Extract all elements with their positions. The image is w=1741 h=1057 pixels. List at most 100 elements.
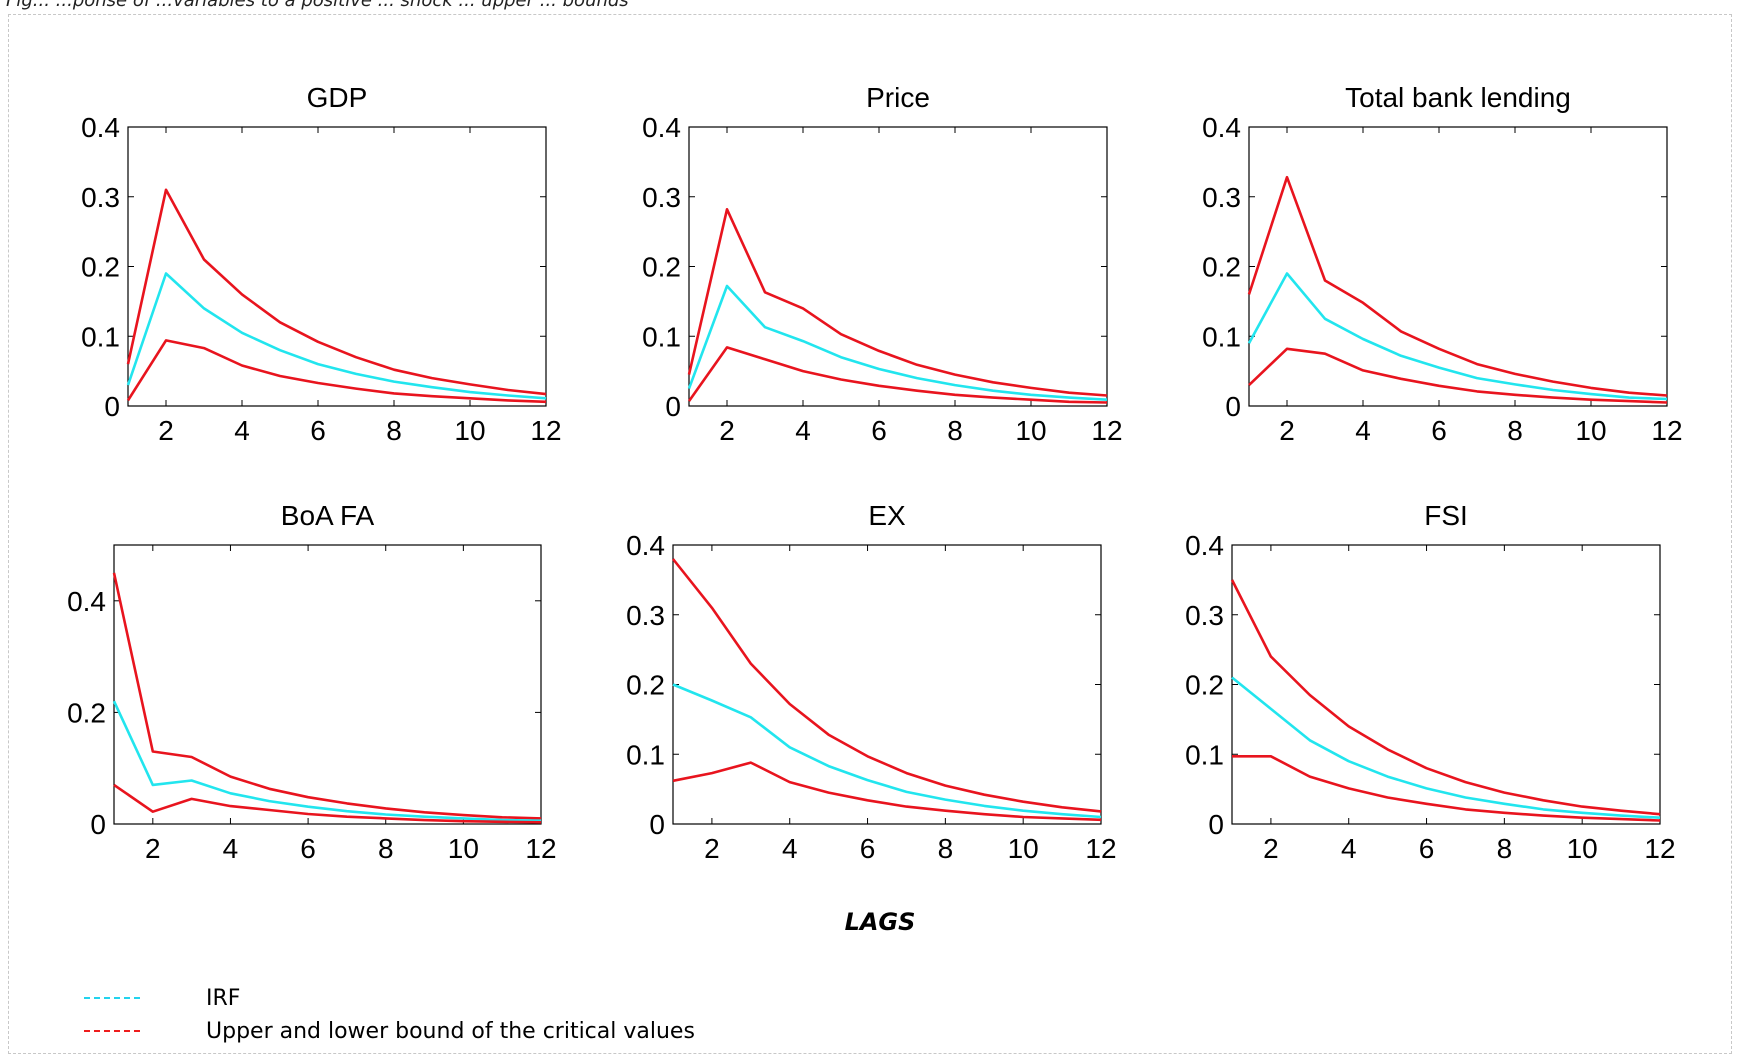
chart-5-xtick-label: 12 (1085, 833, 1116, 864)
chart-6-series-irf (1231, 676, 1661, 819)
chart-2-xtick-label: 4 (795, 415, 811, 446)
chart-6-series-upper (1230, 579, 1661, 816)
chart-2-ytick-label: 0.3 (642, 182, 681, 213)
chart-1-ytick-label: 0.2 (81, 252, 120, 283)
chart-1-xtick-label: 6 (310, 415, 326, 446)
chart-5-title: EX (868, 500, 906, 531)
chart-2-title: Price (866, 82, 930, 113)
chart-6-xtick-label: 2 (1263, 833, 1279, 864)
figure-frame (8, 14, 1732, 1054)
chart-2-xtick-label: 12 (1091, 415, 1122, 446)
chart-2-plot-area (688, 126, 1108, 407)
chart-6-ytick-label: 0 (1208, 809, 1224, 840)
figure-caption: Fig... ...ponse of ...variables to a pos… (6, 0, 629, 11)
chart-3-series-lower (1248, 347, 1668, 404)
legend-swatch-irf (84, 997, 140, 999)
chart-3-plot-area (1248, 126, 1668, 407)
chart-3-series-irf (1247, 272, 1668, 401)
chart-1-series-irf (126, 272, 547, 400)
chart-4-xtick-label: 2 (145, 833, 161, 864)
chart-2-series-irf (687, 284, 1108, 401)
chart-6-series-lower (1232, 754, 1661, 822)
chart-6-xtick-label: 10 (1567, 833, 1598, 864)
chart-5-xtick-label: 6 (860, 833, 876, 864)
chart-3-xtick-label: 12 (1651, 415, 1682, 446)
chart-3-ytick-label: 0.1 (1202, 321, 1241, 352)
chart-4-plot-area (113, 544, 542, 825)
chart-5-series-upper (671, 558, 1102, 813)
chart-5-ytick-label: 0.1 (626, 739, 665, 770)
chart-1-ytick-label: 0.4 (81, 112, 120, 143)
chart-4-ytick-label: 0 (90, 809, 106, 840)
chart-5-ytick-label: 0.2 (626, 670, 665, 701)
chart-1-series-upper (126, 188, 547, 396)
chart-1-xtick-label: 12 (530, 415, 561, 446)
chart-6-xtick-label: 12 (1644, 833, 1675, 864)
chart-4-xtick-label: 4 (223, 833, 239, 864)
chart-2-xtick-label: 10 (1015, 415, 1046, 446)
chart-6-xtick-label: 6 (1419, 833, 1435, 864)
legend-swatch-bounds (84, 1030, 140, 1032)
chart-2-series-lower (687, 346, 1108, 404)
chart-5-plot-area (672, 544, 1102, 825)
chart-4-xtick-label: 6 (300, 833, 316, 864)
chart-5-ytick-label: 0.3 (626, 600, 665, 631)
legend-label-bounds: Upper and lower bound of the critical va… (206, 1018, 695, 1044)
chart-3-title: Total bank lending (1345, 82, 1571, 113)
legend-item-irf: IRF (84, 983, 240, 1013)
chart-4-xtick-label: 10 (448, 833, 479, 864)
x-axis-label: LAGS (844, 908, 916, 936)
chart-5-xtick-label: 8 (938, 833, 954, 864)
chart-6-plot-area (1231, 544, 1661, 825)
chart-1-xtick-label: 4 (234, 415, 250, 446)
chart-6-title: FSI (1424, 500, 1468, 531)
chart-1-series-lower (126, 339, 547, 404)
chart-1-xtick-label: 8 (386, 415, 402, 446)
chart-6-xtick-label: 4 (1341, 833, 1357, 864)
chart-6-ytick-label: 0.1 (1185, 739, 1224, 770)
chart-2-ytick-label: 0 (665, 391, 681, 422)
chart-5-ytick-label: 0 (649, 809, 665, 840)
chart-5-xtick-label: 10 (1008, 833, 1039, 864)
chart-3-series-upper (1247, 175, 1668, 397)
chart-5-xtick-label: 4 (782, 833, 798, 864)
chart-1-ytick-label: 0.1 (81, 321, 120, 352)
chart-1-plot-area (127, 126, 547, 407)
chart-3-xtick-label: 4 (1355, 415, 1371, 446)
chart-3-xtick-label: 6 (1431, 415, 1447, 446)
chart-5-ytick-label: 0.4 (626, 530, 665, 561)
chart-4-series-irf (112, 700, 542, 822)
chart-3-xtick-label: 10 (1575, 415, 1606, 446)
chart-2-xtick-label: 6 (871, 415, 887, 446)
chart-3-ytick-label: 0 (1225, 391, 1241, 422)
chart-4-xtick-label: 12 (525, 833, 556, 864)
legend-label-irf: IRF (206, 985, 241, 1011)
chart-1-xtick-label: 10 (454, 415, 485, 446)
legend-item-bounds: Upper and lower bound of the critical va… (84, 1016, 695, 1046)
chart-4-series-upper (112, 572, 542, 820)
chart-3-ytick-label: 0.2 (1202, 252, 1241, 283)
caption-strip: Fig... ...ponse of ...variables to a pos… (0, 0, 1741, 16)
chart-5-series-irf (672, 683, 1102, 819)
chart-2-ytick-label: 0.2 (642, 252, 681, 283)
chart-6-ytick-label: 0.4 (1185, 530, 1224, 561)
chart-4-title: BoA FA (281, 500, 375, 531)
chart-5-series-lower (672, 761, 1102, 822)
chart-2-ytick-label: 0.4 (642, 112, 681, 143)
chart-4-ytick-label: 0.2 (67, 697, 106, 728)
chart-4-series-lower (113, 783, 542, 824)
chart-6-xtick-label: 8 (1497, 833, 1513, 864)
chart-2-ytick-label: 0.1 (642, 321, 681, 352)
chart-3-ytick-label: 0.3 (1202, 182, 1241, 213)
chart-2-xtick-label: 2 (719, 415, 735, 446)
chart-4-ytick-label: 0.4 (67, 586, 106, 617)
chart-5-xtick-label: 2 (704, 833, 720, 864)
chart-6-ytick-label: 0.3 (1185, 600, 1224, 631)
chart-2-xtick-label: 8 (947, 415, 963, 446)
chart-3-xtick-label: 2 (1279, 415, 1295, 446)
chart-6-ytick-label: 0.2 (1185, 670, 1224, 701)
chart-3-ytick-label: 0.4 (1202, 112, 1241, 143)
chart-2-series-upper (687, 208, 1108, 397)
chart-1-xtick-label: 2 (158, 415, 174, 446)
